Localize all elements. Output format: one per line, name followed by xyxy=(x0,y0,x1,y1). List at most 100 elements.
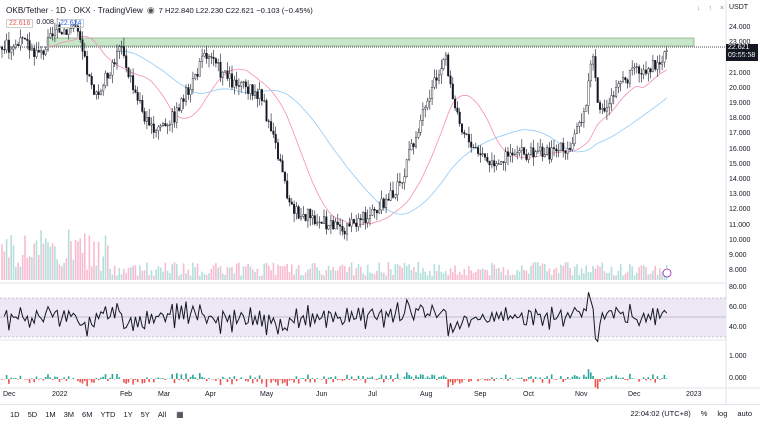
candle xyxy=(125,56,127,68)
volume-bar xyxy=(613,275,615,280)
volume-bar xyxy=(427,275,429,280)
candle xyxy=(185,87,187,101)
volume-bar xyxy=(346,272,348,280)
timeframe-button[interactable]: 1M xyxy=(45,410,55,419)
volume-bar xyxy=(562,266,564,280)
macd-bar xyxy=(342,379,344,381)
macd-bar xyxy=(199,373,201,379)
candle xyxy=(142,100,144,111)
volume-bar xyxy=(395,264,397,280)
currency-label[interactable]: USDT xyxy=(729,4,748,11)
candle xyxy=(86,56,88,74)
macd-bar xyxy=(296,376,298,379)
candle xyxy=(229,74,231,79)
volume-bar xyxy=(332,267,334,280)
macd-bar xyxy=(546,376,548,379)
timeframe-button[interactable]: YTD xyxy=(100,410,115,419)
volume-bar xyxy=(171,264,173,280)
candle xyxy=(429,98,431,101)
auto-toggle[interactable]: auto xyxy=(737,409,752,418)
time-tick: Oct xyxy=(523,391,534,398)
timeframe-button[interactable]: 5D xyxy=(28,410,38,419)
volume-bar xyxy=(399,266,401,280)
macd-bar xyxy=(491,377,493,379)
volume-bar xyxy=(659,268,661,280)
candle xyxy=(615,87,617,96)
macd-bar xyxy=(89,379,91,380)
log-toggle[interactable]: log xyxy=(717,409,727,418)
candle xyxy=(89,75,91,77)
volume-bar xyxy=(551,275,553,280)
macd-tick: 0.000 xyxy=(729,375,747,382)
macd-bar xyxy=(392,379,394,382)
macd-bar xyxy=(556,379,558,380)
time-tick: Nov xyxy=(575,391,587,398)
candle xyxy=(399,182,401,183)
macd-bar xyxy=(480,379,482,380)
candle xyxy=(121,46,123,47)
candle xyxy=(174,112,176,123)
candle xyxy=(452,84,454,99)
candle xyxy=(116,51,118,64)
candle xyxy=(197,74,199,76)
candle xyxy=(572,144,574,150)
macd-bar xyxy=(6,375,8,379)
timeframe-button[interactable]: 6M xyxy=(82,410,92,419)
timeframe-button[interactable]: 1Y xyxy=(123,410,132,419)
volume-bar xyxy=(454,265,456,280)
volume-bar xyxy=(305,273,307,280)
macd-bar xyxy=(201,377,203,379)
calendar-icon[interactable]: ▦ xyxy=(176,410,184,419)
timeframe-button[interactable]: 5Y xyxy=(141,410,150,419)
volume-bar xyxy=(530,266,532,280)
price-tick: 23.000 xyxy=(729,39,750,46)
arrow-down-icon[interactable]: ↓ xyxy=(697,5,701,12)
volume-bar xyxy=(61,266,63,280)
macd-bar xyxy=(349,379,351,380)
candle xyxy=(374,209,376,210)
event-icon[interactable] xyxy=(663,269,671,277)
candle xyxy=(40,51,42,52)
volume-bar xyxy=(309,269,311,280)
macd-bar xyxy=(222,377,224,379)
candle xyxy=(539,147,541,151)
volume-bar xyxy=(167,271,169,280)
candle xyxy=(137,92,139,100)
resistance-zone[interactable] xyxy=(47,38,694,46)
macd-bar xyxy=(526,379,528,381)
volume-bar xyxy=(155,269,157,280)
timeframe-button[interactable]: 3M xyxy=(64,410,74,419)
timeframe-button[interactable]: All xyxy=(158,410,166,419)
candle xyxy=(100,91,102,95)
timeframe-button[interactable]: 1D xyxy=(10,410,20,419)
candle xyxy=(613,96,615,97)
macd-bar xyxy=(657,376,659,379)
candle xyxy=(574,134,576,144)
macd-bar xyxy=(8,379,10,384)
price-tick: 8.000 xyxy=(729,267,747,274)
candle xyxy=(565,151,567,153)
arrow-up-icon[interactable]: ↑ xyxy=(708,5,712,12)
volume-bar xyxy=(620,264,622,280)
eye-icon[interactable]: ◉ xyxy=(147,5,155,16)
percent-toggle[interactable]: % xyxy=(701,409,708,418)
candle xyxy=(579,122,581,126)
macd-bar xyxy=(648,377,650,379)
candle xyxy=(422,109,424,120)
macd-bar xyxy=(142,379,144,383)
volume-bar xyxy=(535,262,537,280)
symbol-title[interactable]: OKB/Tether · 1D · OKX · TradingView xyxy=(6,6,143,15)
macd-bar xyxy=(620,378,622,379)
volume-bar xyxy=(204,274,206,280)
macd-bar xyxy=(436,379,438,380)
volume-bar xyxy=(66,258,68,280)
volume-bar xyxy=(519,272,521,280)
candle xyxy=(553,148,555,149)
macd-bar xyxy=(447,379,449,387)
clock[interactable]: 22:04:02 (UTC+8) xyxy=(630,409,690,418)
close-icon[interactable]: × xyxy=(720,5,724,12)
candle xyxy=(351,219,353,226)
candle xyxy=(199,61,201,76)
